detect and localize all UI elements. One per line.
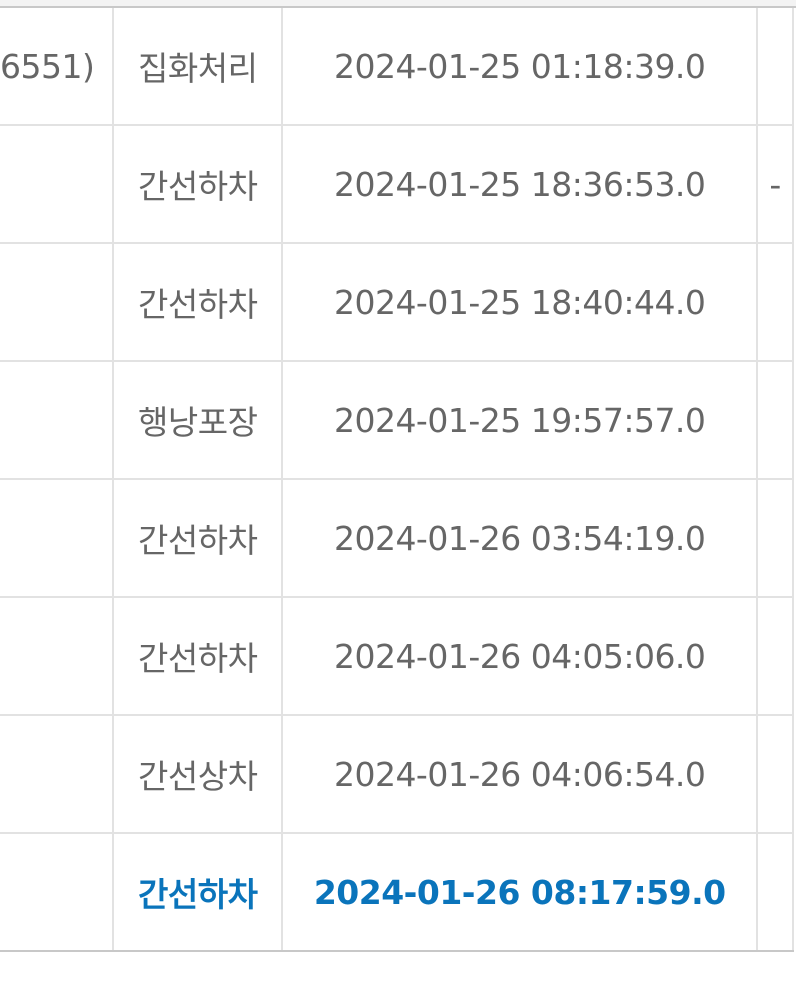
status-cell: 간선하차 (112, 124, 284, 244)
datetime-cell-text: 2024-01-26 04:06:54.0 (333, 754, 706, 794)
status-cell-text: 간선하차 (138, 875, 258, 914)
location-cell (0, 478, 115, 598)
status-cell-text: 간선하차 (138, 639, 258, 678)
datetime-cell: 2024-01-26 04:05:06.0 (281, 596, 759, 716)
datetime-cell: 2024-01-25 19:57:57.0 (281, 360, 759, 480)
extra-cell (756, 478, 794, 598)
datetime-cell: 2024-01-26 03:54:19.0 (281, 478, 759, 598)
status-cell-text: 집화처리 (138, 49, 258, 88)
datetime-cell: 2024-01-26 04:06:54.0 (281, 714, 759, 834)
tracking-table: 6551) 집화처리 2024-01-25 01:18:39.0 간선하차 2024-0… (0, 8, 794, 952)
status-cell-text: 간선하차 (138, 167, 258, 206)
status-cell: 간선하차 (112, 242, 284, 362)
location-cell: 6551) (0, 8, 115, 126)
status-cell-text: 간선하차 (138, 521, 258, 560)
location-cell (0, 124, 115, 244)
extra-cell (756, 714, 794, 834)
status-cell: 간선하차 (112, 832, 284, 952)
extra-cell (756, 8, 794, 126)
status-cell-text: 간선하차 (138, 285, 258, 324)
datetime-cell-text: 2024-01-25 01:18:39.0 (333, 46, 706, 86)
location-cell (0, 596, 115, 716)
status-cell: 집화처리 (112, 8, 284, 126)
datetime-cell: 2024-01-26 08:17:59.0 (281, 832, 759, 952)
table-row: 간선하차 2024-01-26 08:17:59.0 (0, 832, 794, 952)
status-cell: 간선하차 (112, 478, 284, 598)
location-cell (0, 714, 115, 834)
table-row: 간선하차 2024-01-26 03:54:19.0 (0, 478, 794, 598)
datetime-cell: 2024-01-25 18:40:44.0 (281, 242, 759, 362)
extra-cell (756, 242, 794, 362)
datetime-cell: 2024-01-25 01:18:39.0 (281, 8, 759, 126)
extra-cell: - (756, 124, 794, 244)
location-cell (0, 360, 115, 480)
datetime-cell-text: 2024-01-25 18:40:44.0 (333, 282, 706, 322)
table-row: 행낭포장 2024-01-25 19:57:57.0 (0, 360, 794, 480)
location-cell (0, 832, 115, 952)
status-cell: 간선하차 (112, 596, 284, 716)
table-row: 간선하차 2024-01-25 18:40:44.0 (0, 242, 794, 362)
datetime-cell: 2024-01-25 18:36:53.0 (281, 124, 759, 244)
status-cell: 행낭포장 (112, 360, 284, 480)
datetime-cell-text: 2024-01-26 04:05:06.0 (333, 636, 706, 676)
table-row: 6551) 집화처리 2024-01-25 01:18:39.0 (0, 8, 794, 126)
extra-cell (756, 360, 794, 480)
extra-cell (756, 832, 794, 952)
table-header-edge (0, 0, 796, 8)
status-cell-text: 행낭포장 (138, 403, 258, 442)
table-row: 간선하차 2024-01-26 04:05:06.0 (0, 596, 794, 716)
table-row: 간선상차 2024-01-26 04:06:54.0 (0, 714, 794, 834)
extra-cell (756, 596, 794, 716)
datetime-cell-text: 2024-01-26 03:54:19.0 (333, 518, 706, 558)
extra-cell-text: - (769, 164, 781, 204)
datetime-cell-text: 2024-01-26 08:17:59.0 (313, 872, 726, 912)
status-cell-text: 간선상차 (138, 757, 258, 796)
table-row: 간선하차 2024-01-25 18:36:53.0 - (0, 124, 794, 244)
datetime-cell-text: 2024-01-25 19:57:57.0 (333, 400, 706, 440)
datetime-cell-text: 2024-01-25 18:36:53.0 (333, 164, 706, 204)
status-cell: 간선상차 (112, 714, 284, 834)
location-cell-text: 6551) (0, 46, 95, 86)
location-cell (0, 242, 115, 362)
